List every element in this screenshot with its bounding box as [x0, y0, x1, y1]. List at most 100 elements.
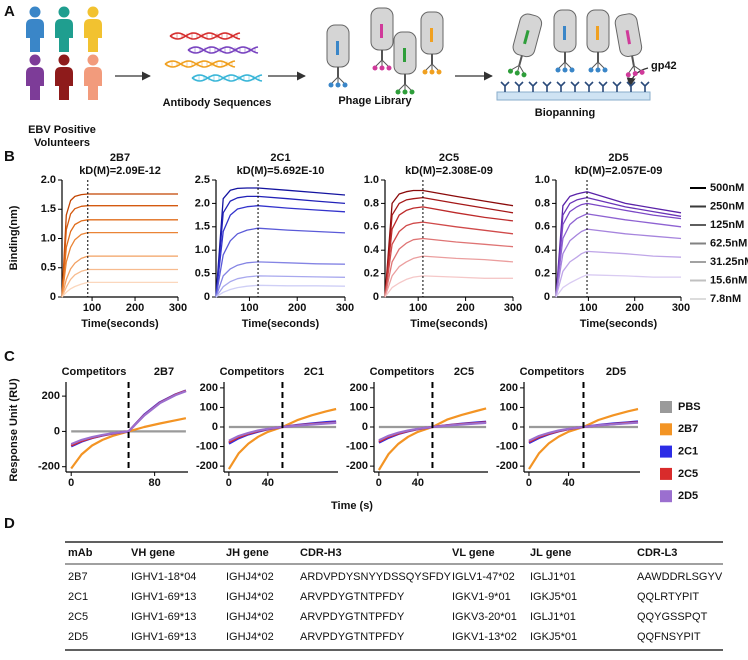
y-tick-label: -100: [496, 440, 518, 452]
series-line: [61, 281, 178, 298]
phage-ab: [342, 82, 348, 88]
x-axis-title: Time(seconds): [580, 318, 658, 330]
table-header: mAb: [68, 547, 93, 559]
phage-insert: [403, 48, 406, 62]
person-icon: [87, 54, 99, 66]
chart-title: 2C1: [270, 152, 290, 164]
receptor: [556, 81, 566, 92]
series-line: [215, 195, 346, 298]
diagram-label: EBV Positive: [28, 124, 96, 136]
diagram-label: Antibody Sequences: [163, 97, 272, 109]
x-axis-title: Time (s): [331, 500, 373, 512]
series-line: [384, 221, 514, 298]
phage-ab: [514, 70, 520, 76]
y-tick-label: 1.0: [535, 174, 550, 186]
chart-subtitle: kD(M)=2.308E-09: [405, 165, 493, 177]
y-tick-label: 0: [362, 421, 368, 433]
phage-ab: [422, 69, 428, 75]
legend-label: 500nM: [710, 182, 744, 194]
legend-label: 2C5: [678, 468, 698, 480]
series-line: [215, 187, 346, 298]
x-tick-label: 40: [562, 477, 574, 489]
phage-icon: [393, 31, 417, 95]
phage-ab: [562, 67, 568, 73]
legend-swatch: [660, 401, 672, 413]
table-cell: IGHJ4*02: [226, 571, 274, 583]
legend-label: 2B7: [678, 423, 698, 435]
series-line: [61, 219, 178, 298]
table-cell: 2C1: [68, 591, 88, 603]
panel-label: B: [4, 148, 15, 165]
legend-label: 15.6nM: [710, 274, 747, 286]
x-axis-title: Time(seconds): [81, 318, 159, 330]
phage-insert: [380, 24, 383, 38]
y-tick-label: 0.6: [535, 221, 550, 233]
phage-ab: [569, 67, 575, 73]
table-cell: IGHV1-69*13: [131, 631, 196, 643]
table-cell: ARDVPDYSNYYDSSQYSFDY: [300, 571, 452, 583]
phage-ab: [632, 71, 638, 77]
x-tick-label: 0: [526, 477, 532, 489]
phage-insert: [523, 29, 530, 45]
series-line: [555, 250, 682, 298]
competitors-label: Competitors: [62, 366, 127, 378]
plate: [496, 91, 651, 101]
table-cell: QQLRTYPIT: [637, 591, 699, 603]
phage-ab: [639, 69, 645, 75]
y-tick-label: 100: [500, 401, 518, 413]
receptor: [528, 81, 538, 92]
series-line: [384, 196, 514, 298]
legend-label: 62.5nM: [710, 237, 747, 249]
series-line: [555, 274, 681, 298]
x-tick-label: 300: [672, 302, 690, 314]
competitors-label: Competitors: [520, 366, 585, 378]
table-cell: QQFNSYPIT: [637, 631, 701, 643]
series-line: [227, 407, 337, 470]
person-icon: [58, 6, 70, 18]
person-icon: [55, 67, 73, 100]
person-icon: [87, 6, 99, 18]
y-tick-label: 0: [204, 291, 210, 303]
y-tick-label: 0: [544, 291, 550, 303]
y-tick-label: 200: [42, 390, 60, 402]
phage-insert: [430, 28, 433, 42]
legend-label: 7.8nM: [710, 293, 741, 305]
y-tick-label: -100: [346, 440, 368, 452]
legend-swatch: [660, 445, 672, 458]
x-tick-label: 100: [579, 302, 597, 314]
x-tick-label: 100: [409, 302, 427, 314]
competitors-label: Competitors: [370, 366, 435, 378]
table-cell: IGHV1-18*04: [131, 571, 196, 583]
series-line: [61, 193, 178, 298]
legend-swatch: [660, 467, 672, 480]
series-line: [384, 189, 514, 298]
series-line: [61, 255, 178, 298]
series-line: [70, 417, 187, 470]
chart-title: 2B7: [154, 366, 174, 378]
series-line: [555, 196, 682, 298]
y-axis-title: Response Unit (RU): [8, 378, 20, 482]
person-icon: [84, 19, 102, 52]
phage-ab: [379, 65, 385, 71]
y-tick-label: 0.8: [535, 197, 550, 209]
table-cell: IGHV1-69*13: [131, 591, 196, 603]
phage-icon: [370, 7, 394, 71]
series-line: [528, 407, 639, 470]
x-tick-label: 300: [169, 302, 187, 314]
y-tick-label: 2.5: [195, 174, 210, 186]
receptor: [542, 81, 552, 92]
phage-ab: [588, 67, 594, 73]
receptor: [598, 81, 608, 92]
chart-subtitle: kD(M)=2.09E-12: [79, 165, 161, 177]
table-cell: AAWDDRLSGYV: [637, 571, 723, 583]
y-tick-label: 0: [512, 421, 518, 433]
y-tick-label: 1.0: [195, 244, 210, 256]
person-icon: [26, 19, 44, 52]
y-tick-label: 200: [500, 382, 518, 394]
receptor: [500, 81, 510, 92]
y-tick-label: -100: [196, 440, 218, 452]
y-tick-label: 0.2: [535, 268, 550, 280]
table-cell: IGKJ5*01: [530, 631, 577, 643]
y-tick-label: 0: [212, 421, 218, 433]
series-line: [215, 284, 346, 298]
